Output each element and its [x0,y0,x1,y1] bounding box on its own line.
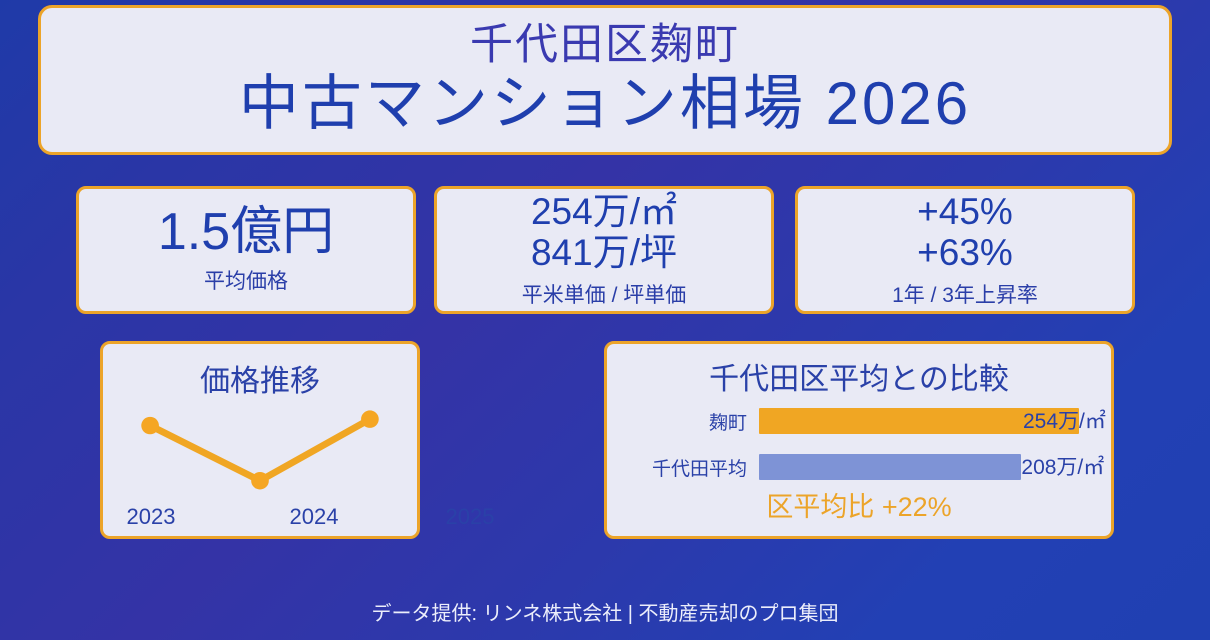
comparison-title: 千代田区平均との比較 [709,363,1009,396]
kpi-value-growth-3y: +63% [917,232,1013,273]
kpi-value-per-sqm: 254万/㎡ [530,190,677,232]
trend-markers [141,410,379,490]
trend-polyline [146,415,374,485]
price-trend-title: 価格推移 [200,365,320,398]
x-tick-2023: 2023 [126,504,176,529]
comparison-row-label: 千代田平均 [651,458,747,480]
comparison-bar-track: 208万/㎡ [759,450,1111,484]
kpi-label-growth-rate: 1年 / 3年上昇率 [892,284,1038,308]
kpi-value-average-price: 1.5億円 [157,202,335,261]
comparison-row-koujimachi: 麹町 254万/㎡ [607,404,1111,438]
kpi-card-average-price: 1.5億円 平均価格 [76,186,416,314]
price-trend-panel: 価格推移 2023 2024 2025 [100,341,494,539]
footer-credit: データ提供: リンネ株式会社 | 不動産売却のプロ集団 [371,603,839,625]
trend-point-2025 [361,410,379,428]
comparison-bar-fill [759,454,1022,480]
comparison-bar-value: 254万/㎡ [1023,410,1106,433]
comparison-bar-track: 254万/㎡ [759,404,1111,438]
kpi-label-unit-price: 平米単価 / 坪単価 [521,284,687,308]
x-tick-2025: 2025 [445,504,495,529]
title-subtitle: 千代田区麹町 [470,21,740,70]
comparison-panel: 千代田区平均との比較 麹町 254万/㎡ 千代田平均 208万/㎡ 区平均比 +… [604,341,1114,539]
kpi-label-average-price: 平均価格 [204,270,288,294]
comparison-row-chiyoda-average: 千代田平均 208万/㎡ [607,450,1111,484]
kpi-card-growth-rate: +45% +63% 1年 / 3年上昇率 [795,186,1135,314]
price-trend-line-chart [141,410,379,490]
kpi-card-unit-price: 254万/㎡ 841万/坪 平米単価 / 坪単価 [434,186,774,314]
comparison-bar-fill [759,408,1079,434]
title-card: 千代田区麹町 中古マンション相場 2026 [38,5,1172,155]
comparison-note: 区平均比 +22% [766,492,952,522]
trend-point-2023 [141,416,159,435]
kpi-value-growth-1y: +45% [917,190,1013,232]
comparison-row-label: 麹町 [708,412,747,434]
kpi-value-per-tsubo: 841万/坪 [530,232,677,273]
x-tick-2024: 2024 [289,504,339,529]
page-title: 中古マンション相場 2026 [238,69,972,137]
comparison-bar-value: 208万/㎡ [1021,456,1105,479]
trend-point-2024 [251,472,269,490]
